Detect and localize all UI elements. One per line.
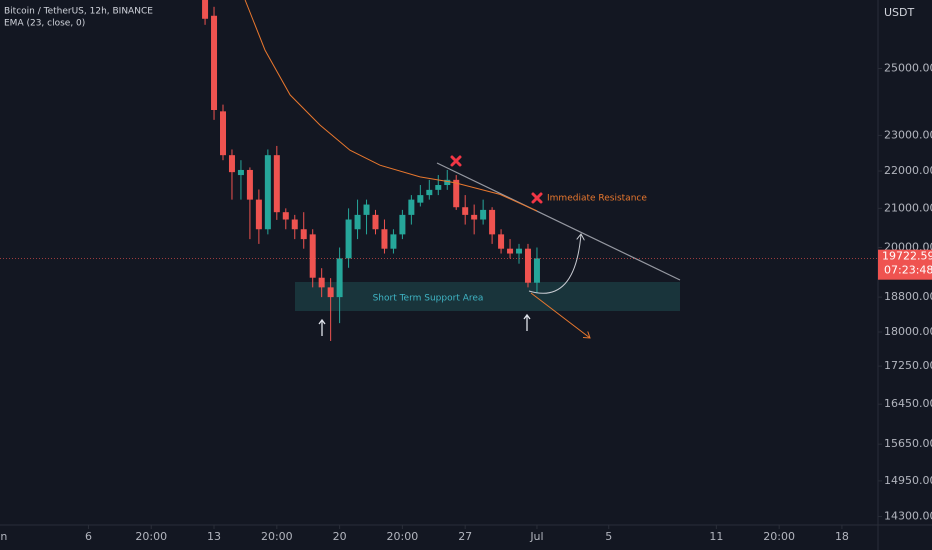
candle-body [507,248,514,254]
up-arrow [318,313,531,336]
candle-body [524,248,531,283]
candle-body [444,179,451,186]
x-tick-label: 11 [709,530,723,543]
x-tick-label: 6 [85,530,92,543]
candle-body [202,0,209,19]
candle-body [354,214,361,230]
candle-body [255,199,262,230]
candle-body [399,214,406,235]
trend-line [436,162,681,281]
candle-body [300,229,307,240]
candle-body [363,204,370,215]
candle-body [336,258,343,298]
candle-body [246,169,253,200]
candle-body [264,155,271,230]
candle-body [533,258,540,283]
x-tick-label: Jun [0,530,7,543]
candle-body [390,234,397,249]
candle-body [219,111,226,156]
candle-body [516,248,523,254]
indicator-title: EMA (23, close, 0) [4,19,85,29]
y-tick-label: 17250.00 [884,359,932,372]
candle-body [435,185,442,190]
y-tick-label: 18800.00 [884,290,932,303]
candle-body [417,195,424,203]
x-tick-label: Jul [529,530,543,543]
candle-body [282,212,289,220]
candle-body [237,169,244,176]
y-tick-label: 23000.00 [884,128,932,141]
candle-body [291,219,298,230]
candle-body [471,214,478,220]
last-price-box [878,249,932,280]
x-tick-label: 13 [207,530,221,543]
x-tick-label: 20:00 [261,530,293,543]
y-tick-label: 18000.00 [884,325,932,338]
y-tick-label: 16450.00 [884,397,932,410]
y-tick-label: 14300.00 [884,510,932,523]
candle-body [381,229,388,249]
x-tick-label: 20:00 [387,530,419,543]
resistance-label: Immediate Resistance [547,194,647,204]
support-zone [295,282,680,311]
breakdown-arrow [530,292,590,338]
currency-label: USDT [884,6,915,19]
candle-body [453,179,460,208]
candle-body [462,207,469,215]
candle-body [498,234,505,249]
last-price-label: 19722.59 [882,250,932,263]
candle-body [327,287,334,298]
plot-area [0,0,878,341]
symbol-title: Bitcoin / TetherUS, 12h, BINANCE [4,7,153,17]
y-tick-label: 22000.00 [884,164,932,177]
candle-body [408,199,415,215]
candle-body [318,277,325,288]
y-tick-label: 25000.00 [884,62,932,75]
candle-body [426,189,433,196]
candle-body [480,209,487,220]
candle-body [309,234,316,278]
x-tick-label: 5 [605,530,612,543]
x-marker [450,155,543,204]
candle-body [489,209,496,235]
x-tick-label: 20:00 [763,530,795,543]
candle-body [211,15,218,111]
support-label: Short Term Support Area [373,294,484,304]
x-tick-label: 27 [458,530,472,543]
candle-body [345,219,352,259]
candle-body [372,214,379,230]
y-tick-label: 15650.00 [884,437,932,450]
x-tick-label: 20 [333,530,347,543]
y-tick-label: 14950.00 [884,474,932,487]
ema-line [244,0,538,212]
annotations: Short Term Support Area Immediate Resist… [318,155,647,338]
x-tick-label: 18 [835,530,849,543]
bounce-arrow [528,234,581,294]
y-tick-label: 21000.00 [884,201,932,214]
x-tick-label: 20:00 [135,530,167,543]
candle-body [228,155,235,173]
countdown-label: 07:23:48 [884,264,932,277]
candle-body [273,155,280,213]
